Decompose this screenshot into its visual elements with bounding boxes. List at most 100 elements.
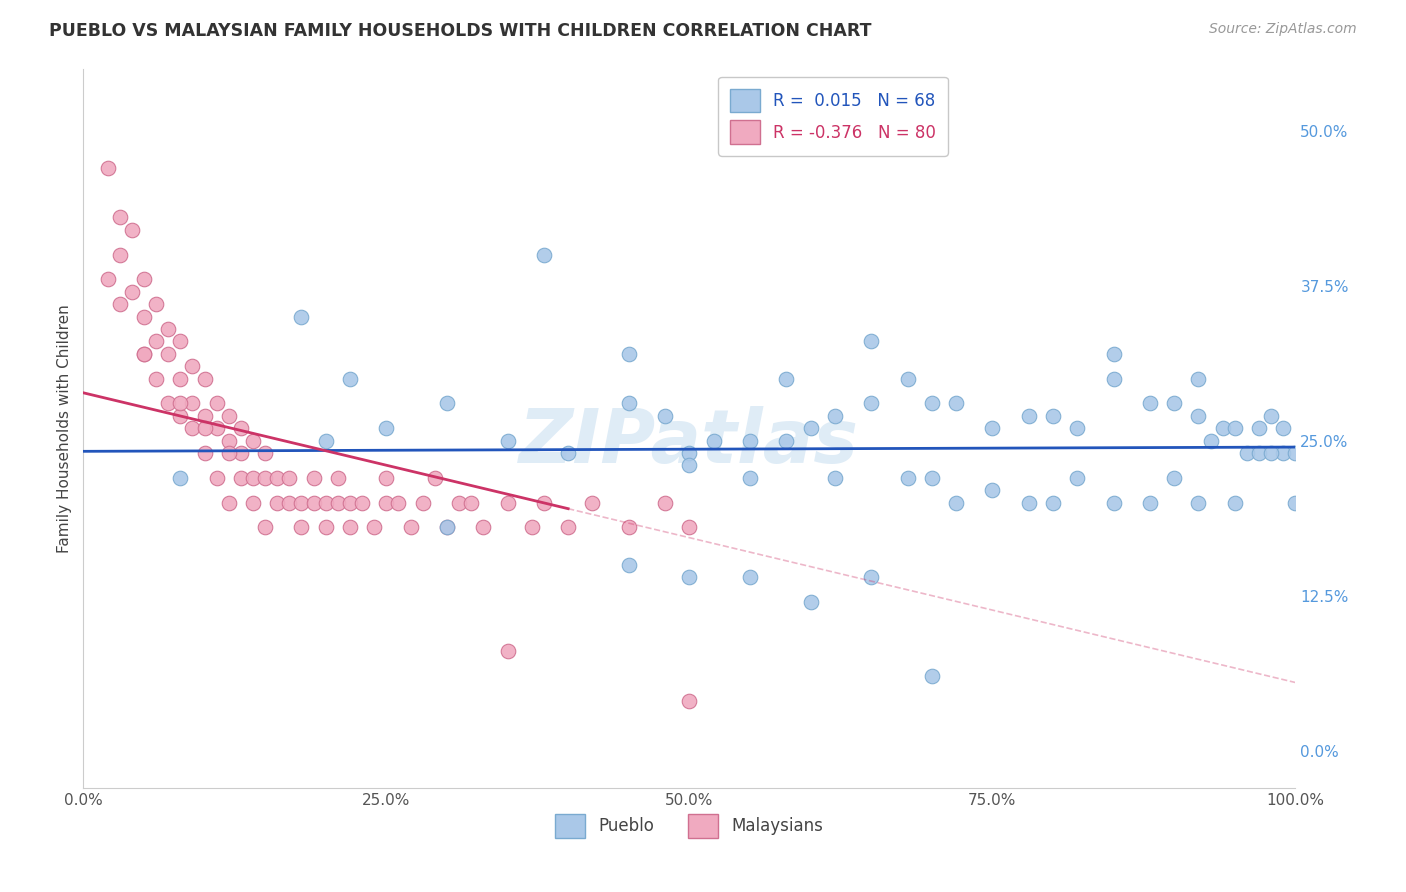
Point xyxy=(678,520,700,534)
Point xyxy=(436,520,458,534)
Point xyxy=(472,520,495,534)
Point xyxy=(1102,347,1125,361)
Point xyxy=(1163,471,1185,485)
Point xyxy=(278,471,301,485)
Point xyxy=(1236,446,1258,460)
Point xyxy=(302,471,325,485)
Point xyxy=(242,471,264,485)
Point xyxy=(290,520,312,534)
Point xyxy=(775,371,797,385)
Point xyxy=(1187,409,1209,423)
Point xyxy=(205,421,228,435)
Point xyxy=(860,334,883,349)
Point xyxy=(824,409,846,423)
Point xyxy=(375,495,398,509)
Point xyxy=(1102,371,1125,385)
Point xyxy=(1042,495,1064,509)
Point xyxy=(108,211,131,225)
Point xyxy=(132,347,155,361)
Point xyxy=(1260,446,1282,460)
Point xyxy=(229,421,252,435)
Point xyxy=(326,471,349,485)
Point xyxy=(945,396,967,410)
Point xyxy=(412,495,434,509)
Point xyxy=(193,446,215,460)
Point xyxy=(169,471,191,485)
Point xyxy=(1018,495,1040,509)
Point xyxy=(242,434,264,448)
Point xyxy=(290,310,312,324)
Y-axis label: Family Households with Children: Family Households with Children xyxy=(58,304,72,552)
Point xyxy=(921,669,943,683)
Point xyxy=(738,434,761,448)
Point xyxy=(1223,495,1246,509)
Point xyxy=(266,471,288,485)
Point xyxy=(678,446,700,460)
Point xyxy=(181,396,204,410)
Point xyxy=(132,310,155,324)
Point xyxy=(205,471,228,485)
Point xyxy=(533,247,555,261)
Point xyxy=(557,520,579,534)
Point xyxy=(460,495,482,509)
Point xyxy=(1223,421,1246,435)
Point xyxy=(1066,421,1088,435)
Point xyxy=(738,570,761,584)
Point xyxy=(181,359,204,374)
Point xyxy=(496,644,519,658)
Point xyxy=(496,495,519,509)
Point xyxy=(315,520,337,534)
Point xyxy=(1102,495,1125,509)
Point xyxy=(218,409,240,423)
Point xyxy=(278,495,301,509)
Point xyxy=(738,471,761,485)
Text: ZIPatlas: ZIPatlas xyxy=(519,406,859,479)
Text: Source: ZipAtlas.com: Source: ZipAtlas.com xyxy=(1209,22,1357,37)
Point xyxy=(145,334,167,349)
Point xyxy=(290,495,312,509)
Point xyxy=(617,558,640,572)
Point xyxy=(860,570,883,584)
Point xyxy=(423,471,446,485)
Point xyxy=(617,520,640,534)
Point xyxy=(921,396,943,410)
Point xyxy=(132,272,155,286)
Point xyxy=(254,471,277,485)
Point xyxy=(315,495,337,509)
Point xyxy=(678,458,700,473)
Point xyxy=(169,396,191,410)
Point xyxy=(145,297,167,311)
Point xyxy=(387,495,409,509)
Point xyxy=(1042,409,1064,423)
Point xyxy=(703,434,725,448)
Text: PUEBLO VS MALAYSIAN FAMILY HOUSEHOLDS WITH CHILDREN CORRELATION CHART: PUEBLO VS MALAYSIAN FAMILY HOUSEHOLDS WI… xyxy=(49,22,872,40)
Point xyxy=(193,409,215,423)
Point xyxy=(315,434,337,448)
Point xyxy=(157,347,180,361)
Point xyxy=(1212,421,1234,435)
Point xyxy=(860,396,883,410)
Point xyxy=(193,421,215,435)
Point xyxy=(169,334,191,349)
Point xyxy=(157,396,180,410)
Point xyxy=(375,471,398,485)
Point xyxy=(339,371,361,385)
Point xyxy=(1163,396,1185,410)
Point xyxy=(121,285,143,299)
Point xyxy=(121,223,143,237)
Point xyxy=(1066,471,1088,485)
Legend: Pueblo, Malaysians: Pueblo, Malaysians xyxy=(548,807,830,844)
Point xyxy=(557,446,579,460)
Point xyxy=(1272,446,1295,460)
Point xyxy=(449,495,471,509)
Point xyxy=(157,322,180,336)
Point xyxy=(824,471,846,485)
Point xyxy=(145,371,167,385)
Point xyxy=(1284,495,1306,509)
Point xyxy=(302,495,325,509)
Point xyxy=(775,434,797,448)
Point xyxy=(436,396,458,410)
Point xyxy=(654,409,676,423)
Point xyxy=(1272,421,1295,435)
Point xyxy=(326,495,349,509)
